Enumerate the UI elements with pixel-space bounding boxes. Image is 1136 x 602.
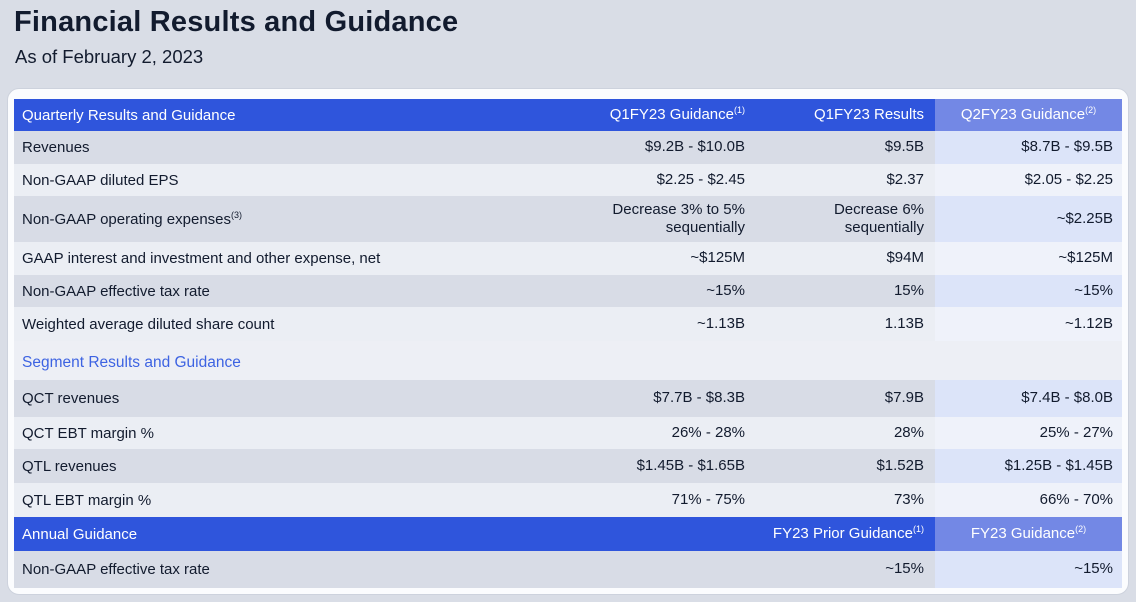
row-label: QCT EBT margin % — [22, 424, 154, 442]
cell-q1-results: $7.9B — [884, 389, 924, 407]
cell-q1-guidance: 71% - 75% — [671, 490, 745, 508]
cell-q2-guidance: ~$125M — [935, 242, 1122, 275]
cell-q2-guidance: $7.4B - $8.0B — [935, 380, 1122, 417]
cell-q1-guidance: ~15% — [706, 281, 745, 299]
cell-fy23-prior-guidance: ~15% — [885, 560, 924, 578]
annual-header-title: Annual Guidance — [22, 525, 138, 543]
col-header-fy23-prior-guidance: FY23 Prior Guidance(1) — [772, 523, 924, 542]
cell-q1-results: $94M — [886, 249, 924, 267]
cell-q1-results: 1.13B — [884, 314, 924, 332]
cell-q1-guidance: ~1.13B — [697, 314, 745, 332]
col-header-q1fy23-results: Q1FY23 Results — [813, 105, 924, 123]
cell-q1-guidance: Decrease 3% to 5% sequentially — [612, 200, 745, 236]
cell-q1-results: 15% — [893, 281, 924, 299]
cell-q1-guidance: $1.45B - $1.65B — [636, 456, 745, 474]
quarterly-header-title: Quarterly Results and Guidance — [22, 106, 236, 124]
row-label: QCT revenues — [22, 390, 120, 407]
col-header-fy23-guidance: FY23 Guidance(2) — [935, 517, 1122, 551]
row-label: QTL EBT margin % — [22, 491, 152, 509]
cell-q1-results: $1.52B — [876, 456, 924, 474]
footnote-sup: (1) — [734, 104, 745, 115]
col-header-q2fy23-guidance: Q2FY23 Guidance(2) — [935, 99, 1122, 131]
cell-q2-guidance: $8.7B - $9.5B — [935, 131, 1122, 164]
col-header-q1fy23-guidance: Q1FY23 Guidance(1) — [609, 104, 745, 123]
cell-q1-guidance: $9.2B - $10.0B — [644, 138, 745, 156]
cell-q2-guidance: ~15% — [935, 275, 1122, 307]
footnote-sup: (3) — [231, 209, 243, 220]
table-row-opex: Non-GAAP operating expenses(3) Decrease … — [14, 196, 1122, 242]
cell-empty — [508, 551, 748, 588]
row-label: Non-GAAP operating expenses(3) — [22, 209, 243, 228]
table-row-qct-revenues: QCT revenues $7.7B - $8.3B $7.9B $7.4B -… — [14, 380, 1122, 417]
table-row-tax-rate: Non-GAAP effective tax rate ~15% 15% ~15… — [14, 275, 1122, 307]
table-row-qtl-revenues: QTL revenues $1.45B - $1.65B $1.52B $1.2… — [14, 449, 1122, 483]
cell-q2-guidance: $2.05 - $2.25 — [935, 164, 1122, 196]
annual-header-spacer — [508, 517, 748, 551]
row-label: QTL revenues — [22, 457, 117, 475]
table-row-qct-margin: QCT EBT margin % 26% - 28% 28% 25% - 27% — [14, 417, 1122, 449]
quarterly-header-row: Quarterly Results and Guidance Q1FY23 Gu… — [14, 99, 1122, 131]
cell-q1-results: 28% — [893, 423, 924, 441]
cell-q2-guidance: $1.25B - $1.45B — [935, 449, 1122, 483]
table-row-qtl-margin: QTL EBT margin % 71% - 75% 73% 66% - 70% — [14, 483, 1122, 517]
table-row-interest: GAAP interest and investment and other e… — [14, 242, 1122, 275]
cell-q1-guidance: $2.25 - $2.45 — [656, 170, 745, 188]
cell-q2-guidance: ~$2.25B — [935, 196, 1122, 242]
cell-q1-guidance: $7.7B - $8.3B — [653, 389, 745, 407]
results-table-card: Quarterly Results and Guidance Q1FY23 Gu… — [7, 88, 1129, 595]
cell-q1-results: 73% — [893, 490, 924, 508]
segment-section-header: Segment Results and Guidance — [14, 341, 1122, 380]
table-row-share-count: Weighted average diluted share count ~1.… — [14, 307, 1122, 341]
row-label: Weighted average diluted share count — [22, 315, 275, 333]
annual-header-row: Annual Guidance FY23 Prior Guidance(1) F… — [14, 517, 1122, 551]
cell-q1-results: Decrease 6% sequentially — [833, 200, 924, 236]
table-row-revenues: Revenues $9.2B - $10.0B $9.5B $8.7B - $9… — [14, 131, 1122, 164]
page-subtitle: As of February 2, 2023 — [15, 46, 204, 67]
cell-q1-guidance: ~$125M — [690, 249, 745, 267]
row-label: Revenues — [22, 139, 90, 156]
cell-q2-guidance: 66% - 70% — [935, 483, 1122, 517]
cell-q1-results: $2.37 — [886, 170, 924, 188]
segment-section-title: Segment Results and Guidance — [22, 354, 241, 371]
table-row-eps: Non-GAAP diluted EPS $2.25 - $2.45 $2.37… — [14, 164, 1122, 196]
cell-fy23-guidance: ~15% — [935, 551, 1122, 588]
cell-q1-guidance: 26% - 28% — [671, 423, 745, 441]
footnote-sup: (2) — [1085, 104, 1097, 115]
footnote-sup: (2) — [1075, 523, 1087, 534]
row-label: Non-GAAP effective tax rate — [22, 282, 210, 300]
page-title: Financial Results and Guidance — [14, 6, 459, 38]
cell-q1-results: $9.5B — [884, 138, 924, 156]
footnote-sup: (1) — [913, 523, 924, 534]
cell-q2-guidance: 25% - 27% — [935, 417, 1122, 449]
table-row-annual-tax-rate: Non-GAAP effective tax rate ~15% ~15% — [14, 551, 1122, 588]
row-label: Non-GAAP diluted EPS — [22, 171, 179, 189]
cell-q2-guidance: ~1.12B — [935, 307, 1122, 341]
row-label: Non-GAAP effective tax rate — [22, 561, 210, 578]
row-label: GAAP interest and investment and other e… — [22, 250, 381, 267]
